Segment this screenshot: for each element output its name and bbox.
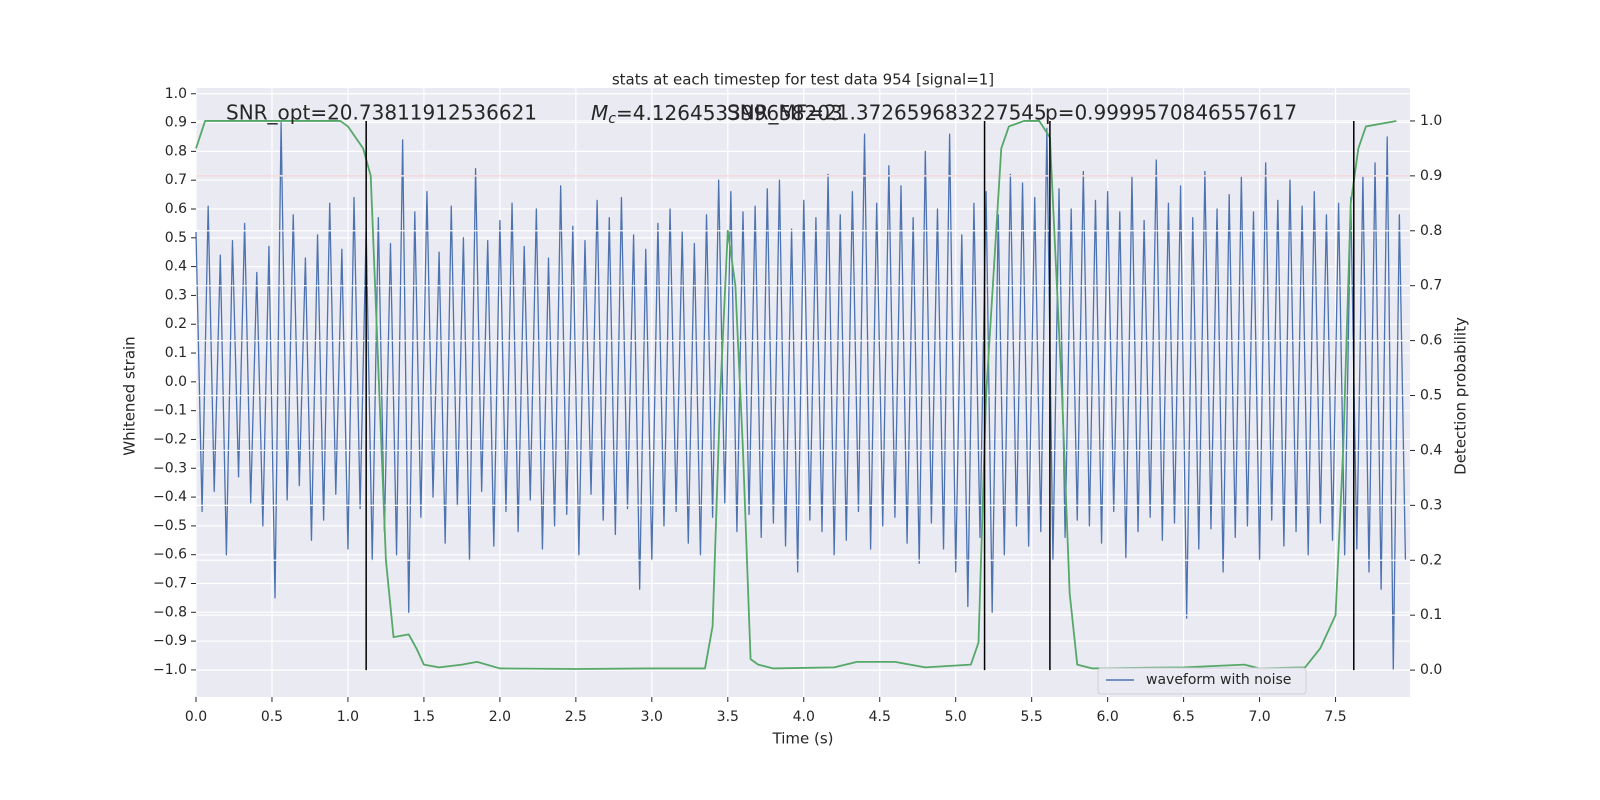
y-tick-label: −0.4 [153,489,187,505]
y-tick-label: 0.1 [165,345,187,361]
y2-tick-label: 0.2 [1420,552,1442,568]
series-line [195,120,1397,670]
y2-tick-label: 0.4 [1420,442,1442,458]
front-layer [195,120,1410,671]
y-tick-label: 0.7 [165,172,187,188]
x-tick-label: 7.5 [1324,709,1346,725]
annotation-text: =4.126453399658203 [616,101,843,125]
y2-tick-label: 0.1 [1420,607,1442,623]
annotation: SNR_MF=21.372659683227545 [727,101,1047,125]
x-tick-label: 5.5 [1021,709,1043,725]
annotation: Mc=4.126453399658203 [591,101,843,128]
y-tick-label: −0.2 [153,431,187,447]
x-tick-label: 2.5 [565,709,587,725]
legend-label: waveform with noise [1146,672,1291,688]
x-tick-label: 2.0 [489,709,511,725]
x-tick-label: 3.5 [717,709,739,725]
y-tick-label: −0.6 [153,547,187,563]
y-tick-label: 0.2 [165,316,187,332]
chart-title: stats at each timestep for test data 954… [612,71,994,89]
y-tick-label: 0.8 [165,143,187,159]
y-tick-label: −0.7 [153,575,187,591]
y2-tick-label: 0.0 [1420,662,1442,678]
y2-tick-label: 0.6 [1420,333,1442,349]
annotation-subscript: c [608,111,616,127]
x-tick-label: 0.5 [261,709,283,725]
x-axis-label: Time (s) [772,730,834,748]
y-tick-label: −0.8 [153,604,187,620]
y-tick-label: 0.0 [165,374,187,390]
x-tick-label: 5.0 [945,709,967,725]
y-tick-label: 0.3 [165,287,187,303]
y2-tick-label: 0.8 [1420,223,1442,239]
y-tick-label: −1.0 [153,662,187,678]
annotation: SNR_opt=20.73811912536621 [226,101,537,125]
plot-area [196,88,1410,697]
series-line [195,121,1407,671]
x-tick-label: 6.0 [1097,709,1119,725]
y2-tick-label: 0.3 [1420,497,1442,513]
y-axis-label: Whitened strain [121,336,139,455]
y-tick-label: 0.5 [165,230,187,246]
x-tick-label: 0.0 [185,709,207,725]
y-tick-label: 0.6 [165,201,187,217]
x-tick-label: 4.0 [793,709,815,725]
y-tick-label: −0.9 [153,633,187,649]
y2-tick-label: 1.0 [1420,113,1442,129]
x-tick-label: 7.0 [1248,709,1270,725]
x-tick-label: 3.0 [641,709,663,725]
y-tick-label: 1.0 [165,86,187,102]
x-tick-label: 1.0 [337,709,359,725]
y-tick-label: 0.9 [165,115,187,131]
x-tick-label: 6.5 [1172,709,1194,725]
y-tick-label: −0.1 [153,403,187,419]
y-tick-label: −0.5 [153,518,187,534]
y2-tick-label: 0.7 [1420,278,1442,294]
annotation: p=0.9999570846557617 [1045,101,1297,125]
y-tick-label: 0.4 [165,259,187,275]
y-tick-label: −0.3 [153,460,187,476]
y2-tick-label: 0.9 [1420,168,1442,184]
annotation-symbol: M [591,101,608,125]
y2-axis-label: Detection probability [1452,317,1470,475]
legend-box [1097,667,1307,695]
x-tick-label: 1.5 [413,709,435,725]
x-tick-label: 4.5 [869,709,891,725]
y2-tick-label: 0.5 [1420,388,1442,404]
